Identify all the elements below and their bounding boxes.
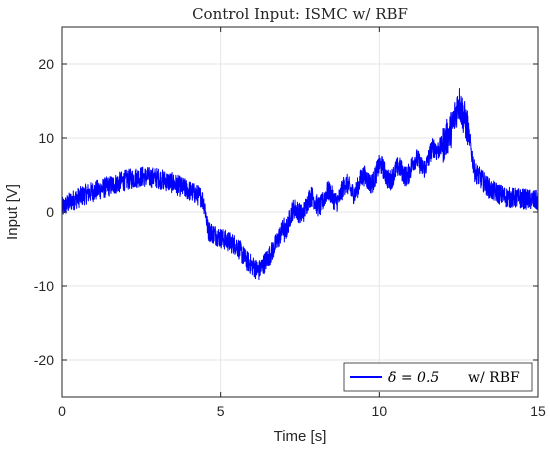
y-axis-label: Input [V] [4,184,21,240]
legend-entry-suffix: w/ RBF [468,370,520,386]
x-tick-label: 0 [58,403,66,419]
x-tick-label: 15 [530,403,546,419]
x-tick-label: 10 [372,403,388,419]
y-tick-label: 0 [46,204,54,220]
y-tick-label: -20 [34,352,54,368]
y-tick-label: 10 [38,130,54,146]
y-tick-label: 20 [38,56,54,72]
legend: δ̄ = 0.5 w/ RBF [343,362,533,392]
x-axis-label: Time [s] [274,428,327,445]
x-tick-label: 5 [217,403,225,419]
legend-entry-math: δ̄ = 0.5 [388,370,439,386]
data-layer [61,87,539,281]
chart-title: Control Input: ISMC w/ RBF [192,5,408,23]
ticks: 0 5 10 15 -20 -10 0 10 20 [34,27,546,419]
series-line [61,87,539,281]
y-tick-label: -10 [34,278,54,294]
